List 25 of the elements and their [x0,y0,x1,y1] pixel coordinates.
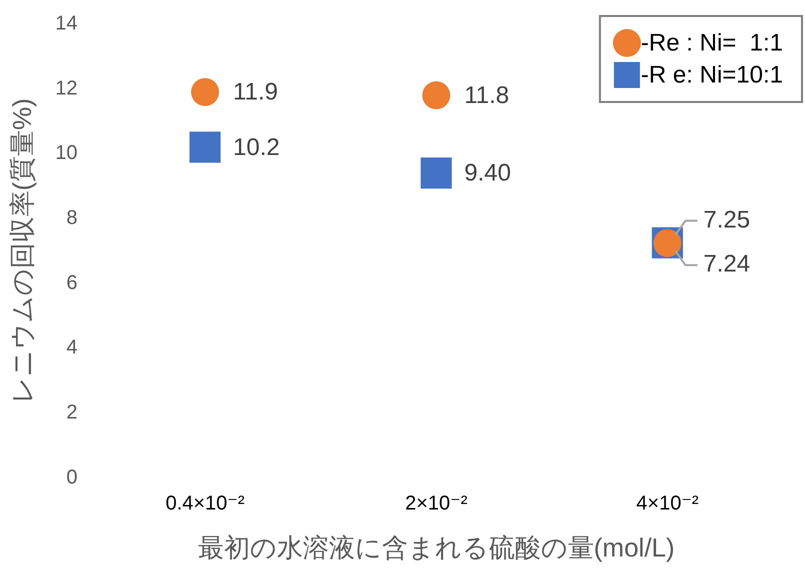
y-tick-label: 10 [55,142,78,164]
point [420,158,452,189]
y-tick-label: 0 [66,466,78,488]
y-tick-label: 6 [66,272,78,294]
data-label: 9.40 [464,160,511,187]
x-axis-title: 最初の水溶液に含まれる硫酸の量(mol/L) [198,532,675,563]
y-tick-label: 4 [66,336,78,359]
y-tick-label: 2 [66,401,78,424]
x-tick-label: 0.4×10⁻² [166,492,245,514]
y-tick-label: 12 [55,77,78,100]
data-label: 7.25 [703,206,750,234]
point [191,78,220,106]
data-label: 11.9 [233,78,278,106]
data-label: 10.2 [233,134,280,161]
y-axis-title: レニウムの回収率(質量%) [6,98,37,404]
y-tick-label: 8 [66,207,78,229]
point [422,81,450,110]
data-label: 11.8 [464,82,510,109]
point [189,132,221,163]
x-tick-label: 2×10⁻² [405,492,468,514]
legend-label: -R e: Ni=10:1 [640,62,784,89]
legend-label: -Re : Ni= 1:1 [640,30,783,57]
x-tick-label: 4×10⁻² [636,492,699,514]
data-label: 7.24 [703,250,750,278]
y-tick-label: 14 [55,12,78,35]
